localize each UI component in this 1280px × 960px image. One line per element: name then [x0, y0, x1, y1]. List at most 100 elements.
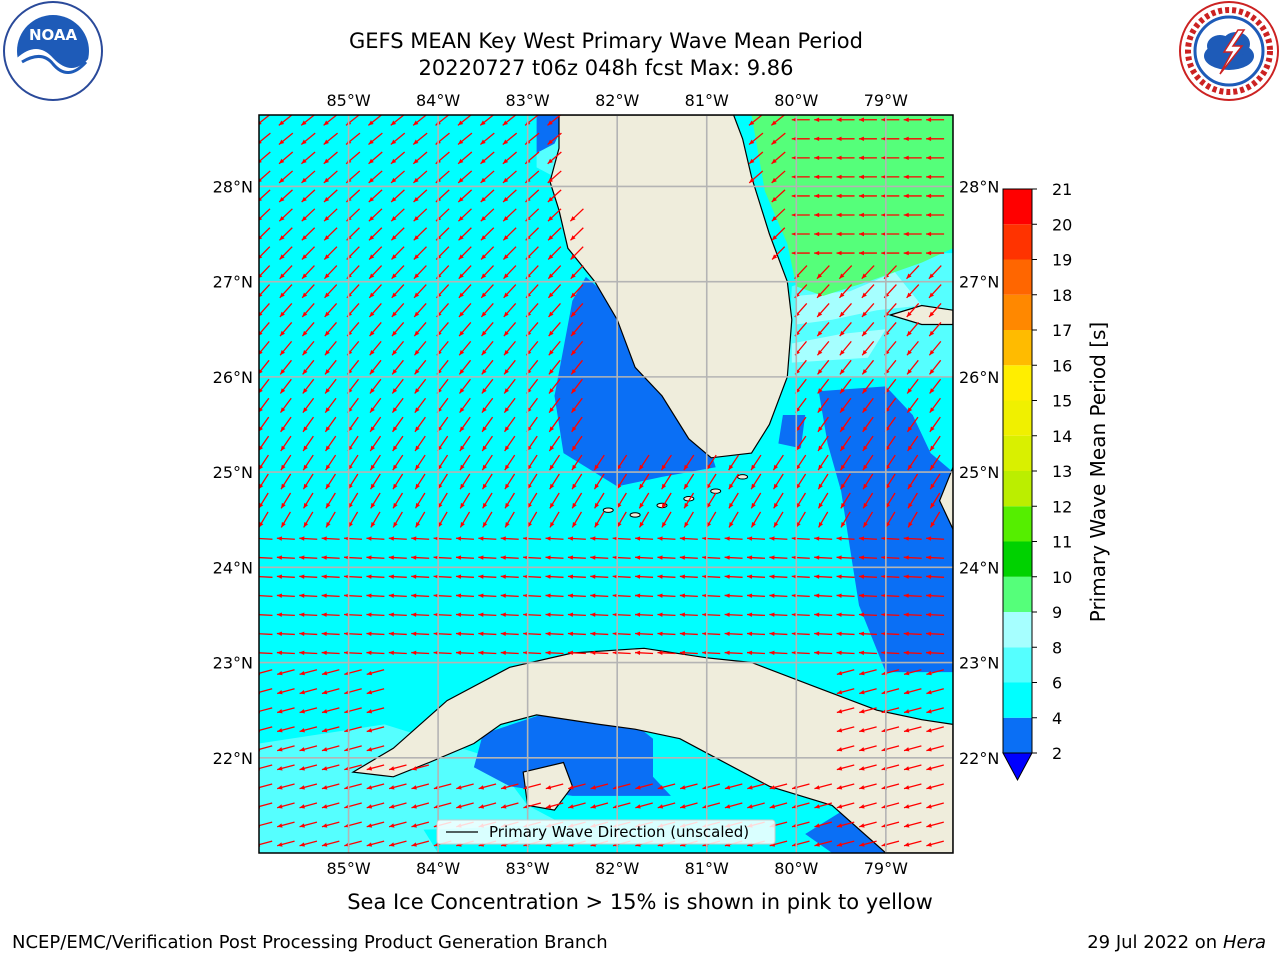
wave-direction-arrow — [411, 555, 430, 560]
wave-direction-arrow — [817, 416, 829, 433]
wave-direction-arrow — [814, 821, 833, 828]
wave-direction-arrow — [366, 802, 385, 809]
wave-direction-arrow — [814, 536, 833, 541]
wave-direction-arrow — [366, 726, 385, 733]
wave-direction-arrow — [769, 612, 788, 617]
noaa-logo-icon: NOAA — [3, 1, 103, 101]
wave-direction-arrow — [280, 454, 292, 471]
wave-direction-arrow — [903, 726, 922, 733]
wave-direction-arrow — [926, 726, 944, 733]
wave-direction-arrow — [478, 612, 497, 617]
wave-direction-arrow — [500, 783, 519, 790]
wave-direction-arrow — [388, 650, 407, 656]
wave-direction-arrow — [859, 840, 877, 847]
wave-direction-arrow — [839, 359, 852, 375]
legend-label: Primary Wave Direction (unscaled) — [489, 823, 749, 841]
wave-direction-arrow — [299, 612, 318, 617]
wave-direction-arrow — [526, 511, 538, 528]
wave-direction-arrow — [415, 511, 426, 528]
wave-direction-arrow — [635, 650, 654, 656]
wave-direction-arrow — [324, 303, 338, 318]
wave-direction-arrow — [590, 802, 609, 809]
wave-direction-arrow — [500, 631, 519, 636]
wave-direction-arrow — [455, 612, 474, 617]
wave-direction-arrow — [907, 492, 918, 509]
wave-direction-arrow — [817, 454, 829, 471]
wave-direction-arrow — [616, 511, 627, 528]
wave-direction-arrow — [277, 802, 295, 809]
wave-direction-arrow — [929, 511, 941, 528]
wave-direction-arrow — [299, 802, 318, 809]
wave-direction-arrow — [590, 650, 609, 656]
wave-direction-arrow — [547, 208, 562, 222]
wave-direction-arrow — [814, 840, 833, 847]
wave-direction-arrow — [571, 492, 583, 509]
wave-direction-arrow — [593, 454, 605, 471]
wave-direction-arrow — [301, 303, 315, 318]
wave-direction-arrow — [570, 340, 584, 356]
wave-direction-arrow — [926, 212, 945, 218]
wave-direction-arrow — [480, 170, 495, 184]
wave-direction-arrow — [369, 397, 382, 414]
wave-direction-arrow — [926, 231, 945, 237]
wave-direction-arrow — [411, 802, 430, 809]
wave-direction-arrow — [679, 536, 698, 541]
wave-direction-arrow — [926, 193, 945, 199]
wave-direction-arrow — [321, 783, 340, 790]
wave-direction-arrow — [926, 840, 944, 847]
x-tick-label-top: 80°W — [774, 91, 818, 110]
wave-direction-arrow — [836, 193, 855, 199]
wave-direction-arrow — [862, 435, 874, 452]
wave-direction-arrow — [679, 631, 698, 636]
wave-direction-arrow — [638, 473, 650, 490]
wave-direction-arrow — [547, 284, 562, 299]
wave-direction-arrow — [903, 593, 922, 598]
wave-direction-arrow — [590, 612, 609, 617]
wave-direction-arrow — [570, 265, 584, 280]
wave-direction-arrow — [773, 492, 784, 509]
wave-direction-arrow — [414, 473, 426, 490]
wave-direction-arrow — [660, 454, 672, 471]
wave-direction-arrow — [859, 764, 877, 771]
wave-direction-arrow — [814, 193, 833, 199]
wave-direction-arrow — [570, 246, 584, 260]
wave-direction-arrow — [839, 416, 852, 433]
wave-direction-arrow — [545, 593, 564, 598]
wave-direction-arrow — [478, 574, 497, 579]
wave-direction-arrow — [392, 511, 403, 528]
wave-direction-arrow — [795, 492, 807, 509]
wave-direction-arrow — [657, 631, 676, 636]
wave-direction-arrow — [839, 378, 852, 394]
wave-direction-arrow — [366, 840, 385, 847]
colorbar-bin — [1003, 612, 1032, 648]
wave-direction-arrow — [455, 536, 474, 541]
wave-direction-arrow — [547, 189, 562, 203]
wave-direction-arrow — [366, 631, 385, 636]
bahamas-grand-bahama — [888, 304, 953, 326]
wave-direction-arrow — [280, 435, 292, 452]
wave-direction-arrow — [816, 265, 830, 280]
wave-direction-arrow — [590, 574, 609, 579]
wave-direction-arrow — [859, 802, 877, 809]
wave-direction-arrow — [279, 303, 293, 318]
wave-direction-arrow — [323, 170, 338, 184]
wave-direction-arrow — [459, 511, 471, 528]
wave-direction-arrow — [679, 593, 698, 598]
colorbar-bin — [1003, 400, 1032, 436]
wave-direction-arrow — [770, 115, 786, 126]
wave-direction-arrow — [392, 416, 404, 433]
wave-direction-arrow — [836, 707, 855, 714]
colorbar-title: Primary Wave Mean Period [s] — [1086, 322, 1110, 623]
wave-direction-arrow — [906, 303, 920, 318]
wave-direction-arrow — [437, 492, 448, 509]
wave-direction-arrow — [859, 745, 877, 752]
wave-direction-arrow — [836, 212, 855, 218]
wave-direction-arrow — [926, 783, 944, 790]
wave-direction-arrow — [569, 208, 584, 222]
period-2-4-keys-east — [778, 415, 806, 449]
wave-direction-arrow — [390, 132, 406, 146]
wave-direction-arrow — [325, 435, 337, 452]
wave-direction-arrow — [504, 435, 516, 452]
wave-direction-arrow — [503, 303, 517, 318]
wave-direction-arrow — [279, 265, 293, 280]
